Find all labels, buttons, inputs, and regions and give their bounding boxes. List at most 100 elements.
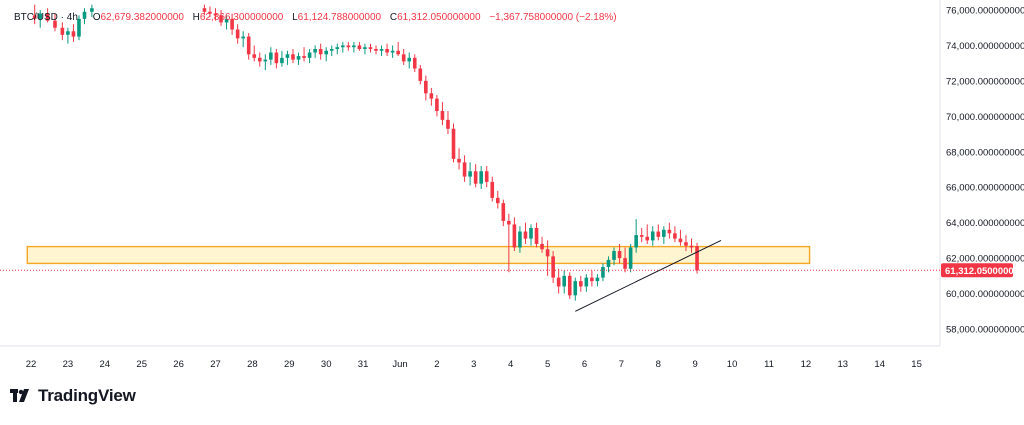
candle-body [495, 197, 500, 204]
x-tick-label: 22 [26, 359, 37, 370]
symbol-label[interactable]: BTC/USD · 4h [14, 12, 78, 23]
candle-body [612, 251, 616, 260]
candle-body [567, 275, 572, 296]
grid-layer [0, 0, 941, 347]
candle-body [235, 29, 240, 39]
candle-body [263, 59, 268, 62]
candle-body [313, 48, 317, 53]
x-tick-label: 8 [656, 359, 661, 370]
y-tick-label: 62,000.000000000 [946, 254, 1024, 265]
candle-body [407, 57, 412, 62]
candle-body [617, 251, 622, 259]
candle-body [473, 171, 478, 184]
candle-body [435, 98, 439, 112]
x-tick-label: 27 [210, 359, 221, 370]
open-key: O [92, 12, 101, 23]
candle-body [662, 229, 666, 237]
candle-body [601, 266, 605, 278]
x-tick-label: 26 [173, 359, 184, 370]
candle-body [429, 93, 434, 99]
candle-body [230, 18, 234, 30]
candle-body [634, 235, 638, 248]
candle-body [457, 158, 461, 163]
candle-body [71, 31, 76, 37]
candle-body [208, 11, 212, 14]
candle-body [639, 235, 644, 237]
y-tick-label: 64,000.000000000 [946, 218, 1024, 229]
candle-body [66, 31, 70, 35]
candle-body [529, 227, 533, 239]
price-axis[interactable]: 76,000.000000000 74,000.000000000 72,000.0… [946, 6, 1024, 336]
candle-body [628, 247, 633, 269]
x-tick-label: 13 [838, 359, 849, 370]
candle-body [490, 181, 495, 198]
time-axis[interactable]: 22 23 24 25 26 27 28 29 30 31 Jun 2 3 4 5 6 7 8 9 10 11 12 13 1… [26, 359, 922, 370]
candle-body [335, 47, 340, 49]
candle-body [468, 171, 472, 177]
candle-body [512, 224, 517, 248]
x-tick-label: 7 [619, 359, 624, 370]
candle-body [678, 238, 683, 243]
trendline[interactable] [575, 239, 722, 312]
x-tick-label: 30 [321, 359, 332, 370]
candle-body [412, 57, 417, 69]
candle-body [363, 47, 367, 49]
candle-body [606, 259, 611, 267]
candle-body [274, 52, 279, 64]
candle-body [302, 56, 306, 58]
tradingview-brand[interactable]: TradingView [10, 386, 136, 406]
candle-body [32, 15, 37, 19]
candle-body [219, 15, 223, 23]
candle-body [584, 277, 589, 287]
candle-body [424, 80, 428, 94]
candle-body [291, 54, 295, 60]
candles-layer [32, 4, 699, 301]
x-tick-label: 3 [471, 359, 476, 370]
candle-body [650, 231, 655, 241]
candle-body [252, 54, 257, 58]
last-price-badge [941, 263, 1013, 278]
x-tick-label: 6 [582, 359, 587, 370]
candle-body [202, 8, 207, 12]
y-tick-label: 58,000.000000000 [946, 325, 1024, 336]
x-tick-label: 5 [545, 359, 550, 370]
x-tick-label: 10 [727, 359, 738, 370]
candle-body [401, 54, 406, 62]
candle-body [346, 45, 351, 48]
x-tick-label: 28 [247, 359, 258, 370]
candle-body [695, 246, 699, 271]
x-tick-label: 31 [358, 359, 369, 370]
last-price-label: 61,312.050000000 [945, 266, 1024, 277]
candle-body [296, 56, 301, 60]
y-tick-label: 70,000.000000000 [946, 112, 1024, 123]
candle-body [45, 13, 50, 21]
support-zone-rect[interactable] [26, 245, 811, 265]
y-tick-label: 76,000.000000000 [946, 6, 1024, 17]
close-value: 61,312.050000000 [397, 12, 481, 23]
candle-body [269, 52, 273, 60]
candle-body [77, 18, 81, 37]
x-tick-label: 14 [874, 359, 885, 370]
candle-body [224, 18, 229, 23]
candle-body [379, 48, 384, 51]
change-value: −1,367.758000000 (−2.18%) [489, 12, 617, 23]
candle-body [396, 50, 400, 55]
candle-body [551, 256, 555, 278]
low-key: L [292, 12, 298, 23]
candle-body [523, 231, 528, 239]
candle-body [374, 48, 378, 51]
candle-body [462, 162, 467, 177]
candle-body [307, 52, 312, 58]
candle-body [656, 231, 661, 237]
x-tick-label: 29 [284, 359, 295, 370]
candle-body [562, 275, 567, 287]
candle-body [673, 233, 677, 239]
candle-body [595, 277, 600, 282]
candle-body [446, 119, 450, 129]
candle-body [60, 27, 65, 35]
candle-body [38, 13, 43, 19]
candle-body [645, 236, 650, 241]
